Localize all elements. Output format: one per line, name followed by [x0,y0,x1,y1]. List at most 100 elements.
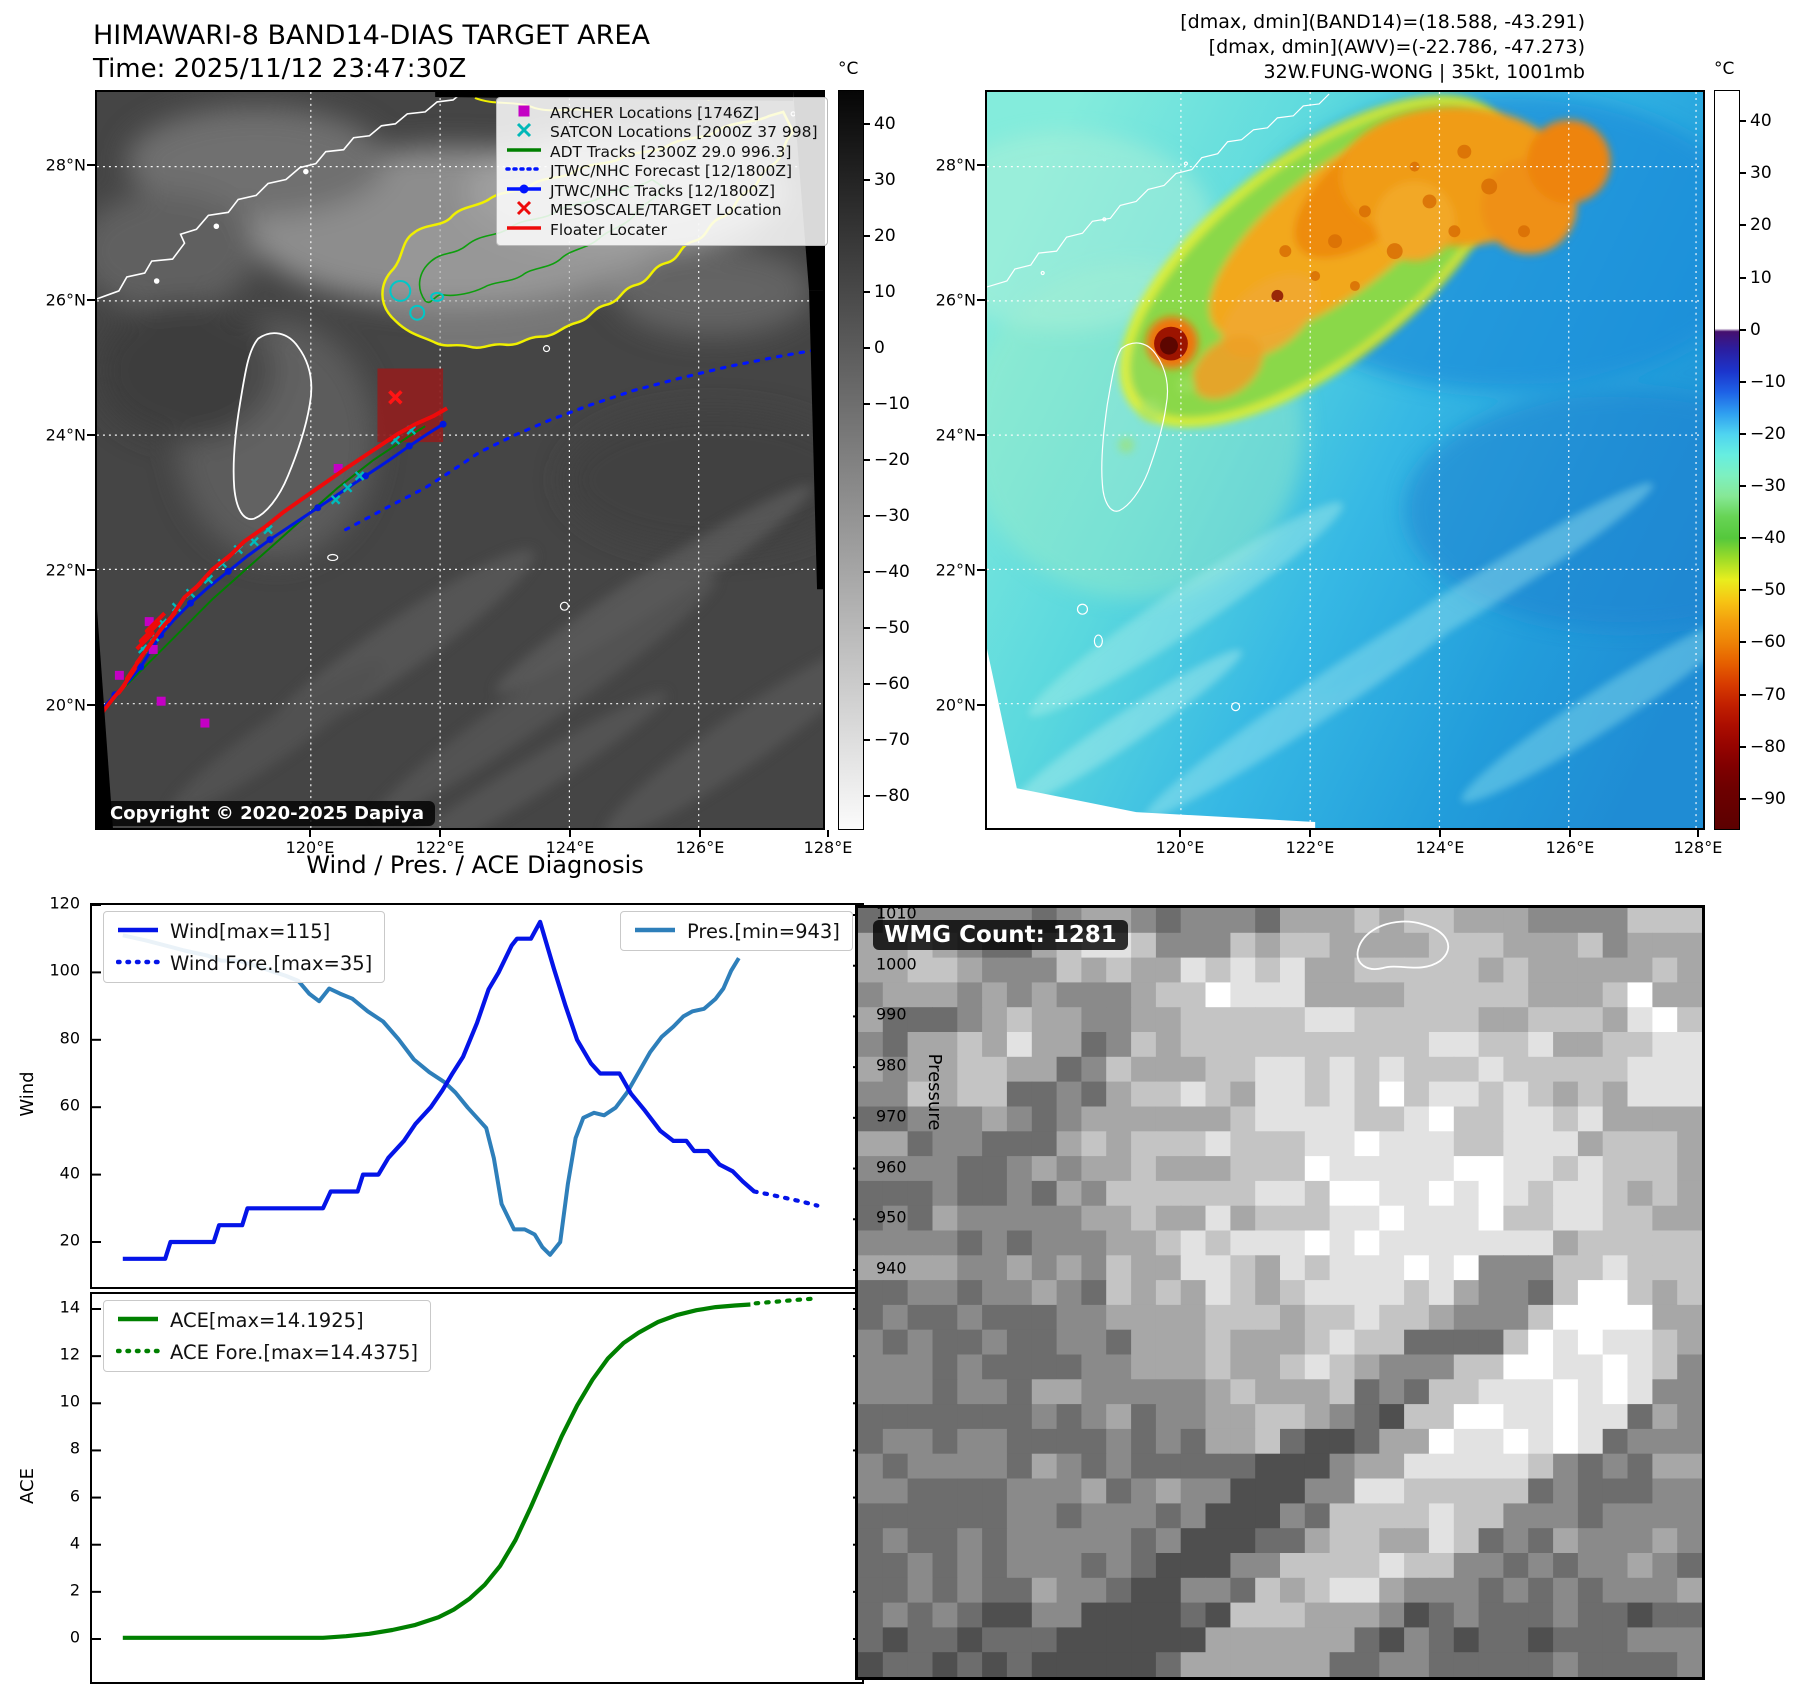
storm-core [1160,336,1178,355]
awv-cb-tick-mark [1740,120,1746,123]
band14-lon-label-mark [439,830,441,837]
ace-axis-label: ACE [17,1468,38,1504]
series-pres-min- [122,933,741,1257]
pressure-legend: Pres.[min=943] [620,911,853,951]
copyright-text: Copyright © 2020-2025 Dapiya [110,803,425,824]
legend-label: JTWC/NHC Tracks [12/1800Z] [550,181,776,200]
legend-item: Wind Fore.[max=35] [115,947,372,979]
band14-lat-label: 26°N [45,290,86,310]
solid-line-icon [633,920,677,943]
pressure-tick-label: 1000 [876,954,917,974]
band14-lat-label-mark [87,164,95,166]
awv-cb-tick: 0 [1750,319,1761,340]
band14-cb-tick-mark [864,234,870,237]
band14-cb-tick-mark [864,346,870,349]
awv-dmax-dmin: [dmax, dmin](AWV)=(-22.786, -47.273) [1208,36,1585,58]
legend-item: Wind[max=115] [116,915,372,947]
awv-cb-tick: 10 [1750,267,1772,288]
pressure-tick-label: 940 [876,1258,907,1278]
legend-label: JTWC/NHC Forecast [12/1800Z] [550,162,793,181]
awv-cb-tick-mark [1740,693,1746,696]
wind-tick-label: 100 [49,960,80,980]
band14-cb-tick: 30 [874,169,896,190]
china-coastline [987,93,1330,288]
band14-lon-label: 124°E [545,838,595,857]
legend-label: MESOSCALE/TARGET Location [550,201,782,220]
legend-item: Floater Locater [505,220,819,240]
scan-edge [987,648,1316,828]
awv-cb-tick-mark [1740,172,1746,175]
awv-cb-tick: 40 [1750,111,1772,132]
ace-tick-label: 0 [69,1627,80,1647]
band14-cb-tick: −20 [874,450,910,470]
wind-tick-label: 80 [59,1028,80,1048]
adt-track [104,425,426,708]
band14-lat-label: 28°N [45,155,86,175]
legend-label: SATCON Locations [2000Z 37 998] [550,123,818,142]
band14-cb-tick: 40 [874,113,896,134]
diagnosis-title: Wind / Pres. / ACE Diagnosis [306,851,644,879]
line-marker-icon [505,220,543,240]
ace-tick-label: 8 [69,1438,80,1458]
pressure-tick-label: 950 [876,1207,907,1227]
band14-cb-tick: 10 [874,281,896,302]
awv-lon-label-mark [1179,830,1181,837]
awv-lon-label: 124°E [1415,838,1465,857]
awv-cb-tick: 20 [1750,215,1772,236]
awv-cb-tick: 30 [1750,163,1772,184]
china-coastline [97,92,464,300]
band14-cb-tick-mark [864,627,870,630]
band14-cb-tick-mark [864,459,870,461]
band14-cb-tick: −70 [874,730,910,751]
series-wind-max- [122,919,756,1261]
awv-cb-tick-mark [1740,276,1746,279]
awv-map-panel [985,90,1705,830]
wmg-count-badge: WMG Count: 1281 [873,920,1128,950]
wind-tick-label: 60 [59,1095,80,1115]
band14-cb-tick: 20 [874,225,896,246]
band14-lat-label: 22°N [45,560,86,580]
awv-lon-label-mark [1439,830,1441,837]
copyright-badge: Copyright © 2020-2025 Dapiya [99,801,436,826]
dotted-line-icon [115,1341,161,1364]
wmg-contour [1356,920,1450,970]
awv-lat-label: 26°N [935,290,976,310]
awv-cb-tick-mark [1740,641,1746,644]
band14-legend: ARCHER Locations [1746Z] SATCON Locations… [496,97,828,246]
archer-markers [114,463,343,728]
awv-cb-tick: −10 [1750,371,1786,392]
awv-cb-tick-mark [1740,432,1746,435]
legend-item: ARCHER Locations [1746Z] [505,103,819,123]
band14-lon-label: 122°E [415,838,465,857]
ace-tick-label: 12 [59,1344,80,1364]
band14-cb-tick: −10 [874,393,910,414]
storm-id-intensity: 32W.FUNG-WONG | 35kt, 1001mb [1263,61,1585,83]
awv-cb-tick-mark [1740,328,1746,331]
band14-lat-label-mark [87,299,95,301]
line-marker-icon [505,142,543,162]
legend-label: ADT Tracks [2300Z 29.0 996.3] [550,142,792,161]
awv-cb-tick: −50 [1750,580,1786,601]
storm-info-block: [dmax, dmin](BAND14)=(18.588, -43.291) [… [1180,10,1585,85]
band14-cb-tick: −60 [874,674,910,695]
legend-item: JTWC/NHC Forecast [12/1800Z] [505,162,819,182]
band14-lat-label: 20°N [45,695,86,715]
coastlines [987,93,1330,712]
band14-cb-tick: −30 [874,506,910,527]
band14-satellite-image [97,92,823,828]
square-marker-icon [505,103,543,123]
line-dot-marker-icon [505,181,543,201]
awv-colorbar [1714,90,1740,830]
solid-line-icon [116,1309,160,1332]
wind-axis-label: Wind [17,1071,38,1117]
awv-satellite-image [987,92,1703,828]
pressure-tick-label: 1010 [876,903,917,923]
band14-cb-tick-mark [864,402,870,405]
awv-lon-label: 120°E [1155,838,1205,857]
awv-cb-tick: −80 [1750,736,1786,757]
forecast-track [344,347,823,532]
awv-cb-tick-mark [1740,589,1746,592]
awv-cb-tick-mark [1740,380,1746,383]
x-marker-icon [505,200,543,220]
